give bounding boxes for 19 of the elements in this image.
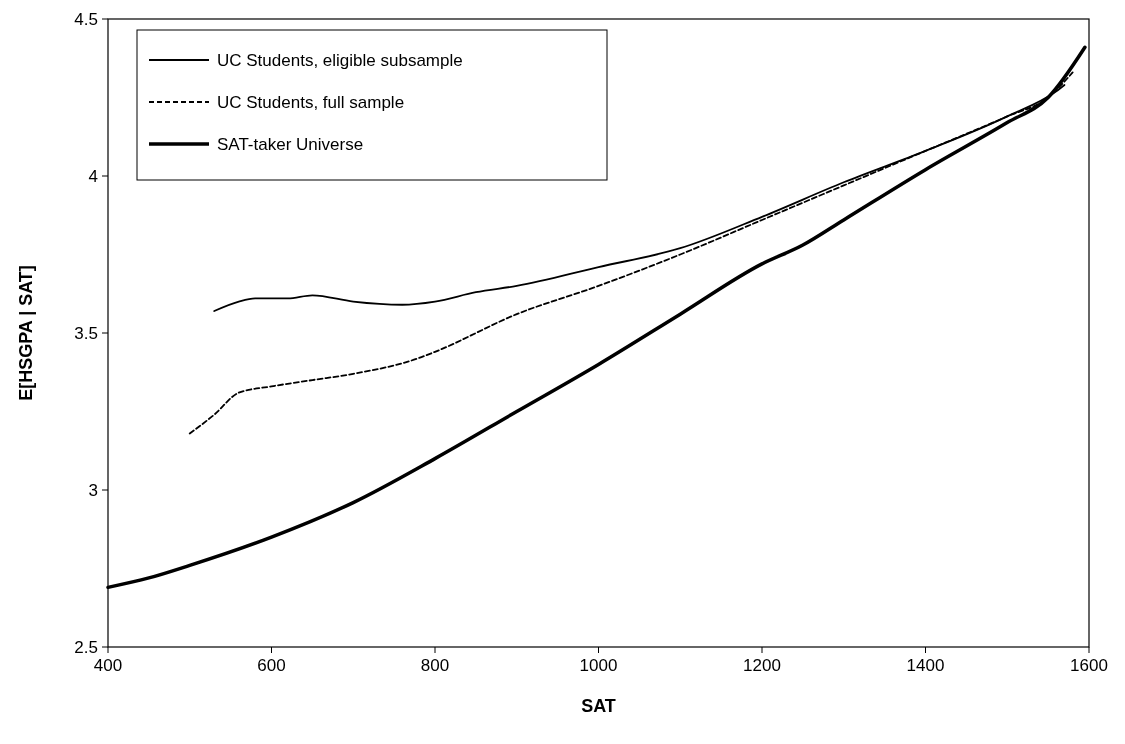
- x-tick-label: 800: [420, 656, 450, 675]
- y-tick-label: 4: [88, 166, 98, 186]
- legend-label: UC Students, full sample: [217, 92, 405, 112]
- x-tick-label: 1000: [579, 656, 618, 675]
- y-tick-label: 3.5: [74, 323, 98, 343]
- y-tick-label: 4.5: [74, 9, 98, 29]
- x-tick-label: 1200: [743, 656, 781, 675]
- x-tick-label: 600: [257, 656, 286, 675]
- x-tick-label: 1400: [906, 656, 945, 675]
- x-tick-label: 400: [93, 656, 123, 675]
- x-axis-title: SAT: [581, 696, 616, 716]
- legend-label: SAT-taker Universe: [217, 134, 364, 154]
- legend-label: UC Students, eligible subsample: [217, 50, 463, 70]
- y-axis-title: E[HSGPA | SAT]: [16, 265, 36, 401]
- y-tick-label: 2.5: [74, 637, 98, 657]
- y-tick-label: 3: [88, 480, 98, 500]
- line-series: [213, 84, 1066, 312]
- x-tick-label: 1600: [1070, 656, 1108, 675]
- line-series: [188, 71, 1074, 435]
